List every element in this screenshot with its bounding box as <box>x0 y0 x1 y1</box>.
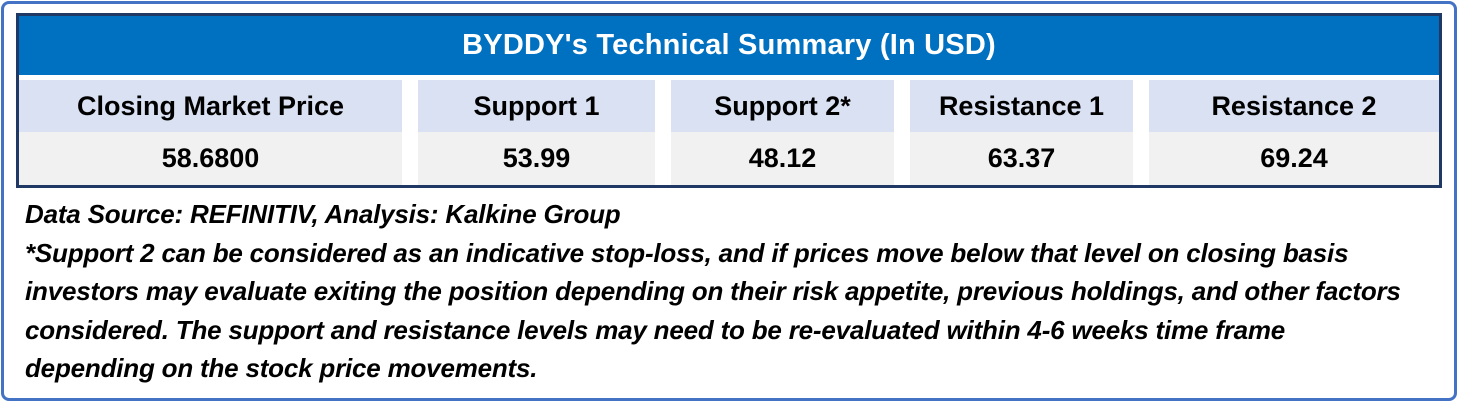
notes-section: Data Source: REFINITIV, Analysis: Kalkin… <box>25 195 1420 388</box>
column-header-resistance-2: Resistance 2 <box>1149 80 1439 132</box>
value-resistance-1: 63.37 <box>910 132 1133 185</box>
table-title: BYDDY's Technical Summary (In USD) <box>462 29 996 61</box>
column-header-resistance-1: Resistance 1 <box>910 80 1133 132</box>
value-support-2: 48.12 <box>671 132 894 185</box>
data-source-line: Data Source: REFINITIV, Analysis: Kalkin… <box>25 199 621 229</box>
table-grid: Closing Market Price Support 1 Support 2… <box>19 80 1439 185</box>
column-header-closing-market-price: Closing Market Price <box>19 80 402 132</box>
table-title-bar: BYDDY's Technical Summary (In USD) <box>19 16 1439 75</box>
column-header-support-2: Support 2* <box>671 80 894 132</box>
column-header-support-1: Support 1 <box>418 80 655 132</box>
value-resistance-2: 69.24 <box>1149 132 1439 185</box>
value-support-1: 53.99 <box>418 132 655 185</box>
disclaimer-text: *Support 2 can be considered as an indic… <box>25 237 1401 384</box>
value-closing-market-price: 58.6800 <box>19 132 402 185</box>
summary-table: BYDDY's Technical Summary (In USD) Closi… <box>16 13 1442 188</box>
